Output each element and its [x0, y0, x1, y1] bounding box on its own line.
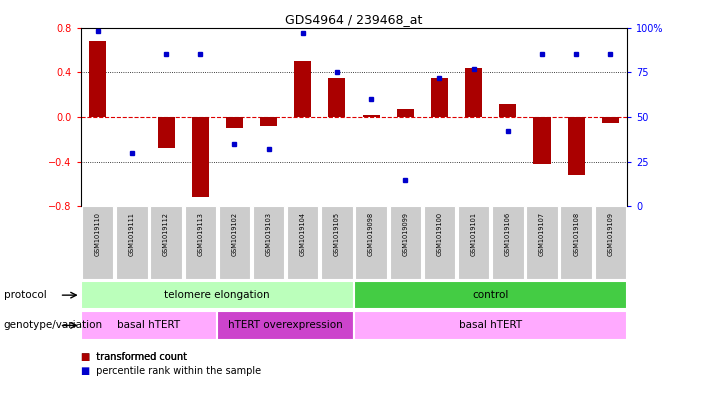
Bar [533, 117, 550, 164]
Text: GSM1019108: GSM1019108 [573, 212, 579, 256]
Bar [423, 206, 455, 279]
Bar [89, 41, 107, 117]
Text: GSM1019110: GSM1019110 [95, 212, 101, 256]
Text: GSM1019107: GSM1019107 [539, 212, 545, 256]
Bar [458, 206, 489, 279]
Bar [601, 117, 619, 123]
Bar [594, 206, 626, 279]
Bar [431, 78, 448, 117]
Bar [184, 206, 216, 279]
Text: transformed count: transformed count [93, 352, 187, 362]
Text: telomere elongation: telomere elongation [165, 290, 270, 300]
Text: genotype/variation: genotype/variation [4, 320, 102, 331]
Bar [465, 68, 482, 117]
Text: GSM1019100: GSM1019100 [437, 212, 442, 256]
Text: GSM1019113: GSM1019113 [197, 212, 203, 256]
Bar [82, 206, 114, 279]
Bar [321, 206, 353, 279]
Text: ■  transformed count: ■ transformed count [81, 352, 187, 362]
Text: percentile rank within the sample: percentile rank within the sample [93, 366, 261, 376]
Bar [191, 117, 209, 197]
Text: control: control [472, 290, 509, 300]
Bar [219, 206, 250, 279]
Bar [253, 206, 285, 279]
Text: GSM1019109: GSM1019109 [607, 212, 613, 256]
Bar [568, 117, 585, 175]
Bar [81, 281, 354, 309]
Text: ■: ■ [81, 366, 90, 376]
Text: GSM1019112: GSM1019112 [163, 212, 169, 256]
Text: ■: ■ [81, 352, 90, 362]
Title: GDS4964 / 239468_at: GDS4964 / 239468_at [285, 13, 423, 26]
Bar [81, 311, 217, 340]
Bar [226, 117, 243, 128]
Bar [560, 206, 592, 279]
Text: GSM1019103: GSM1019103 [266, 212, 271, 256]
Bar [397, 109, 414, 117]
Bar [287, 206, 318, 279]
Bar [150, 206, 182, 279]
Text: protocol: protocol [4, 290, 46, 300]
Bar [158, 117, 175, 148]
Bar [294, 61, 311, 117]
Bar [354, 311, 627, 340]
Text: GSM1019105: GSM1019105 [334, 212, 340, 256]
Text: hTERT overexpression: hTERT overexpression [229, 320, 343, 331]
Bar [354, 281, 627, 309]
Text: GSM1019101: GSM1019101 [470, 212, 477, 256]
Text: GSM1019102: GSM1019102 [231, 212, 238, 256]
Text: basal hTERT: basal hTERT [117, 320, 181, 331]
Bar [499, 103, 517, 117]
Text: GSM1019098: GSM1019098 [368, 212, 374, 256]
Bar [526, 206, 558, 279]
Text: GSM1019104: GSM1019104 [300, 212, 306, 256]
Bar [390, 206, 421, 279]
Bar [492, 206, 524, 279]
Text: GSM1019111: GSM1019111 [129, 212, 135, 256]
Text: GSM1019099: GSM1019099 [402, 212, 408, 256]
Bar [217, 311, 354, 340]
Bar [355, 206, 387, 279]
Bar [328, 78, 346, 117]
Bar [260, 117, 277, 126]
Bar [362, 115, 380, 117]
Text: basal hTERT: basal hTERT [459, 320, 522, 331]
Text: GSM1019106: GSM1019106 [505, 212, 511, 256]
Bar [116, 206, 148, 279]
